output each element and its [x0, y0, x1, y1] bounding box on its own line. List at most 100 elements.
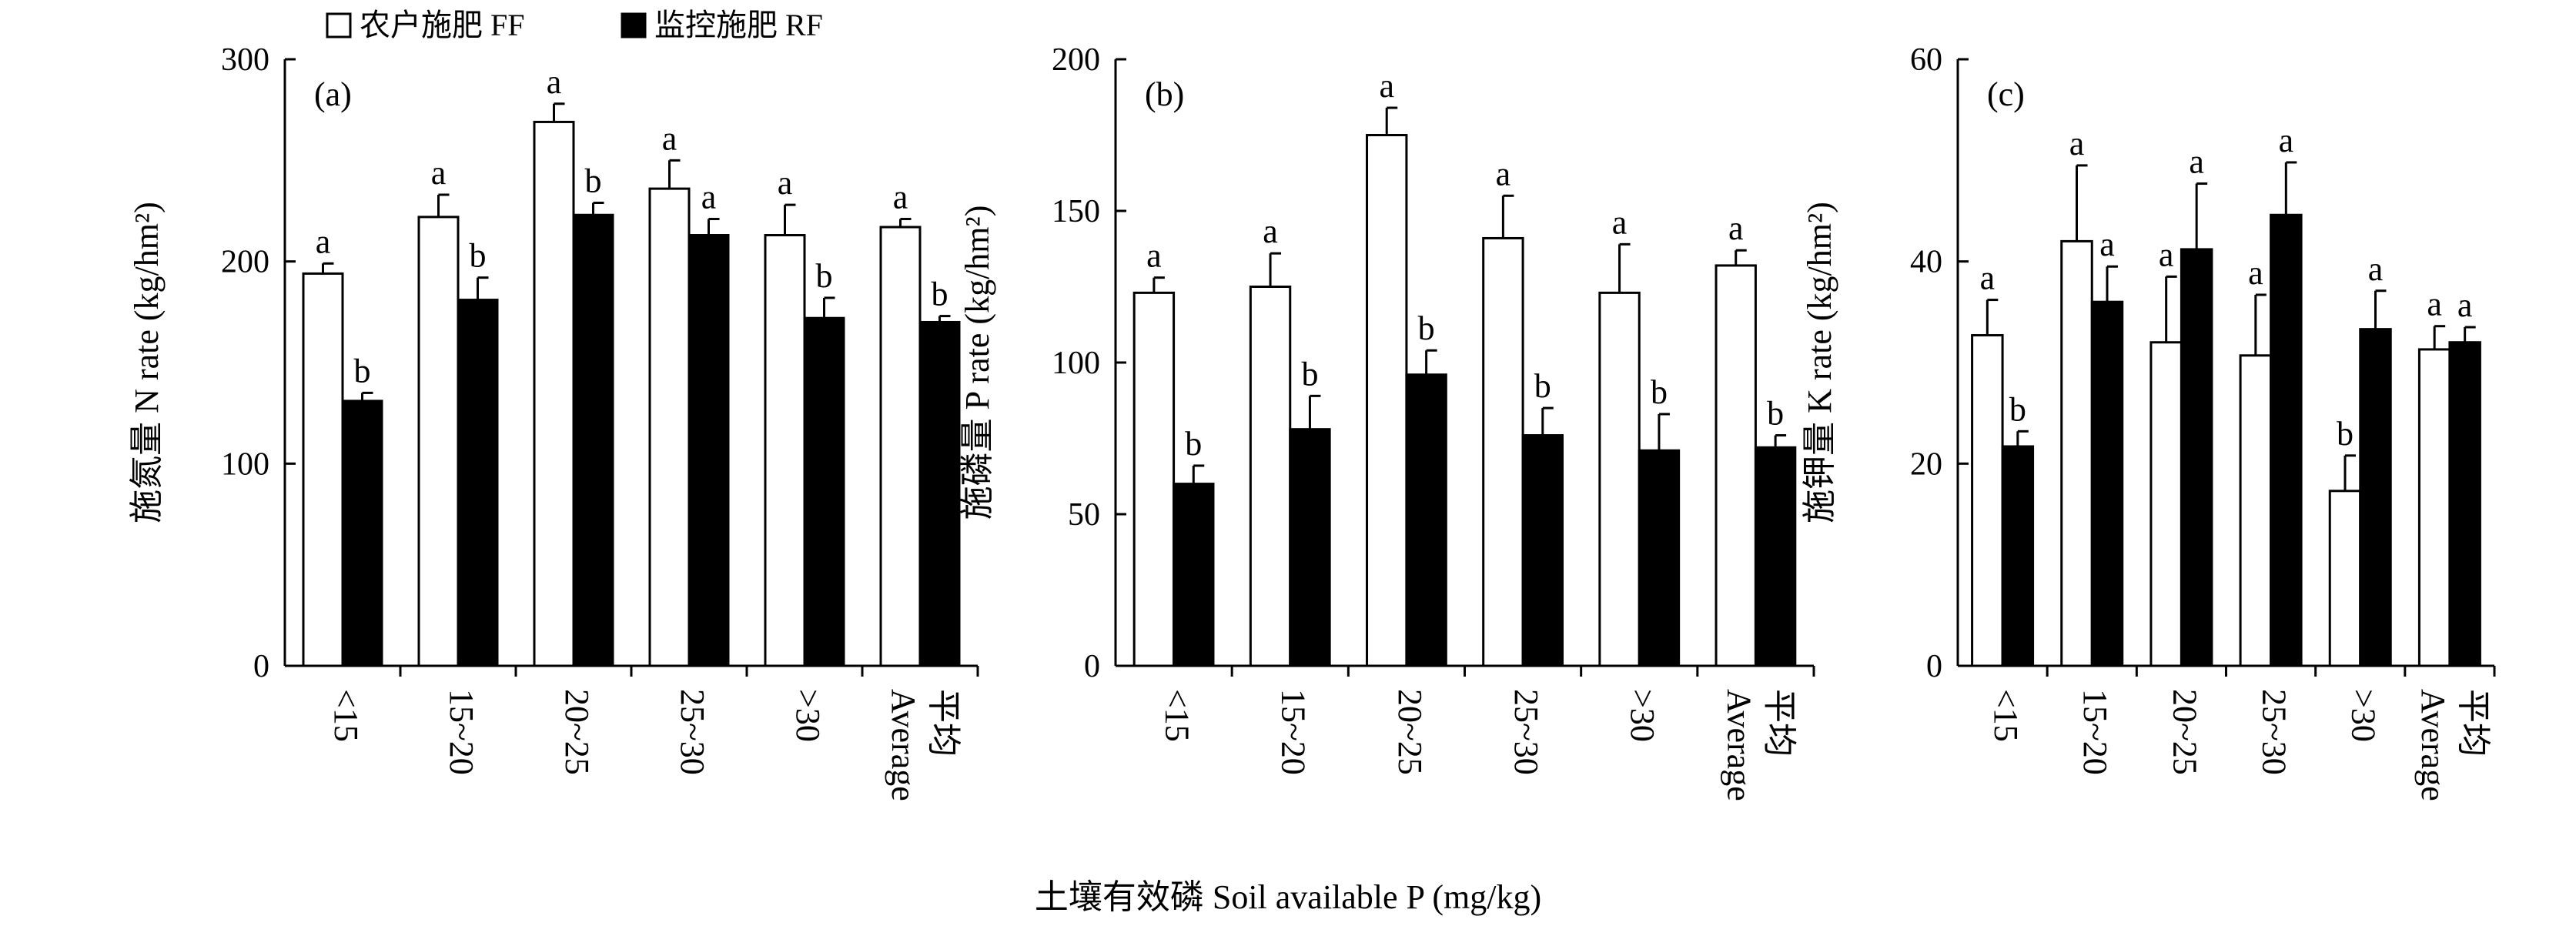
chart-panel-0: 0 100 200 300 施氮量 N rate (kg/hm²) (a) a b <15 a b 1…: [128, 42, 979, 801]
bar-ff: [302, 272, 344, 667]
bar-ff: [1482, 236, 1524, 667]
significance-letter: b: [470, 237, 487, 275]
bar-rf: [1289, 428, 1331, 667]
bar-rf: [803, 316, 845, 667]
legend: 农户施肥 FF 监控施肥 RF: [326, 8, 823, 42]
significance-letter: a: [662, 119, 677, 157]
significance-letter: b: [1767, 395, 1784, 433]
chart-panel-1: 0 50 100 150 200 施磷量 P rate (kg/hm²) (b) a b <15 a…: [958, 42, 1815, 801]
x-tick-label: >30: [789, 689, 827, 742]
bar-ff: [2149, 341, 2183, 667]
significance-letter: b: [585, 162, 602, 199]
y-axis-label: 施磷量 P rate (kg/hm²): [958, 206, 996, 520]
panel-label: (a): [314, 75, 352, 113]
significance-letter: a: [316, 222, 331, 260]
bar-ff: [1971, 334, 2004, 667]
bar-ff: [1132, 291, 1176, 667]
x-tick-label: <15: [327, 689, 365, 742]
panel-label: (b): [1145, 75, 1184, 113]
bar-rf: [457, 299, 499, 667]
bar-ff: [1366, 134, 1408, 667]
y-tick-label: 100: [221, 446, 269, 482]
legend-label-ff: 农户施肥 FF: [360, 8, 525, 42]
y-tick-label: 0: [1084, 649, 1100, 684]
x-tick-label: Average: [885, 689, 922, 801]
significance-letter: a: [2099, 226, 2115, 263]
significance-letter: a: [2069, 125, 2085, 162]
significance-letter: a: [2189, 143, 2204, 181]
panel-label: (c): [1987, 75, 2025, 113]
bar-rf: [2359, 328, 2392, 667]
bar-rf: [2001, 445, 2035, 667]
significance-letter: b: [1651, 373, 1668, 411]
x-axis-title: 土壤有效磷 Soil available P (mg/kg): [1035, 878, 1541, 916]
significance-letter: b: [354, 352, 371, 389]
x-tick-label: 20~25: [558, 689, 596, 775]
x-tick-label: 平均: [1760, 689, 1798, 757]
significance-letter: a: [701, 179, 717, 216]
significance-letter: a: [2279, 122, 2294, 159]
bar-rf: [2270, 213, 2303, 667]
y-tick-label: 60: [1910, 42, 1942, 78]
bar-ff: [417, 216, 460, 667]
significance-letter: b: [2337, 415, 2354, 453]
bar-ff: [2328, 490, 2362, 667]
bar-rf: [2448, 341, 2481, 667]
significance-letter: b: [1534, 367, 1551, 405]
significance-letter: a: [778, 164, 793, 202]
significance-letter: b: [932, 276, 948, 313]
bar-rf: [1754, 446, 1797, 667]
x-tick-label: <15: [1158, 689, 1196, 742]
x-tick-label: <15: [1987, 689, 2025, 742]
bar-ff: [879, 226, 922, 667]
significance-letter: a: [2248, 254, 2263, 292]
bar-ff: [1715, 264, 1757, 667]
y-axis-label: 施钾量 K rate (kg/hm²): [1801, 202, 1838, 523]
x-tick-label: 25~30: [674, 689, 711, 775]
significance-letter: a: [1728, 209, 1744, 247]
x-tick-label: 25~30: [2255, 689, 2293, 775]
significance-letter: b: [1301, 355, 1318, 393]
x-tick-label: 20~25: [1391, 689, 1429, 775]
significance-letter: b: [1418, 309, 1435, 347]
y-tick-label: 200: [1052, 42, 1100, 78]
bar-rf: [2180, 248, 2213, 667]
bar-rf: [1173, 483, 1215, 667]
significance-letter: b: [1185, 425, 1202, 463]
y-tick-label: 50: [1068, 497, 1100, 533]
bar-ff: [1249, 286, 1292, 667]
x-tick-label: 平均: [2454, 689, 2492, 757]
bar-ff: [2417, 348, 2451, 667]
significance-letter: a: [2159, 236, 2174, 273]
y-tick-label: 300: [221, 42, 269, 78]
bar-rf: [1638, 449, 1681, 667]
x-tick-label: 25~30: [1507, 689, 1545, 775]
significance-letter: a: [1263, 212, 1278, 250]
bar-rf: [687, 234, 730, 667]
significance-letter: a: [1379, 67, 1394, 105]
bar-rf: [341, 399, 383, 667]
legend-label-rf: 监控施肥 RF: [654, 8, 823, 42]
x-tick-label: 15~20: [2076, 689, 2114, 775]
significance-letter: a: [431, 154, 447, 192]
significance-letter: a: [547, 63, 562, 101]
y-tick-label: 150: [1052, 194, 1100, 229]
y-tick-label: 20: [1910, 446, 1942, 482]
y-tick-label: 100: [1052, 346, 1100, 381]
x-tick-label: >30: [1624, 689, 1661, 742]
bar-ff: [2060, 239, 2093, 667]
y-tick-label: 200: [221, 245, 269, 280]
y-tick-label: 40: [1910, 245, 1942, 280]
significance-letter: a: [1980, 259, 1996, 297]
significance-letter: a: [1612, 203, 1628, 241]
significance-letter: a: [2427, 286, 2442, 323]
bar-rf: [1405, 373, 1447, 667]
legend-swatch-ff: [326, 12, 352, 38]
bar-ff: [1598, 291, 1641, 667]
y-axis-label: 施氮量 N rate (kg/hm²): [128, 202, 166, 523]
bar-ff: [764, 234, 806, 667]
legend-swatch-rf: [621, 12, 647, 38]
x-tick-label: Average: [2414, 689, 2452, 801]
